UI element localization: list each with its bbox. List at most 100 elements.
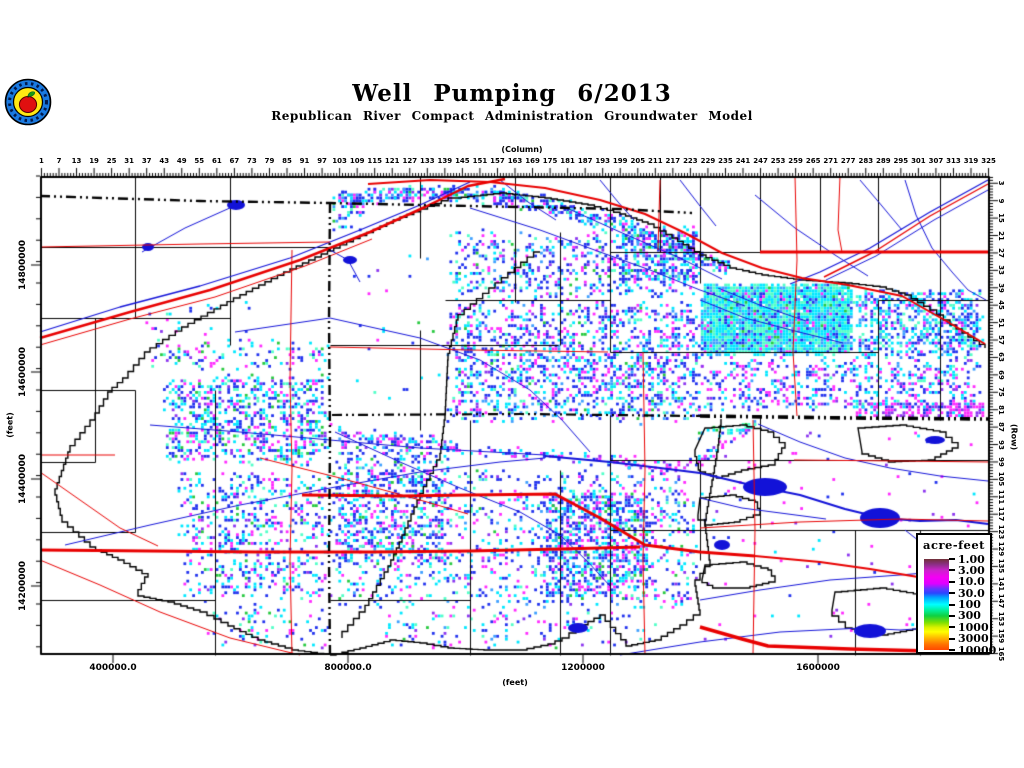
column-tick-label: 13 [71,157,82,165]
row-tick-label: 57 [997,335,1005,345]
column-tick-label: 307 [928,157,944,165]
row-tick-label: 153 [997,611,1005,627]
column-tick-label: 55 [194,157,205,165]
column-tick-label: 163 [507,157,523,165]
row-tick-label: 15 [997,213,1005,223]
legend-tick-mark [949,592,955,595]
row-tick-label: 165 [997,646,1005,661]
column-tick-label: 79 [264,157,275,165]
acre-feet-legend: acre-feet 1.00 3.00 10.0 30.0 100 300 1000 3000… [916,533,996,656]
y-tick-label: 14400000 [18,453,28,505]
column-tick-label: 139 [437,157,453,165]
legend-tick-mark [949,649,955,651]
y-tick-label: 14200000 [18,560,28,612]
row-tick-label: 111 [997,489,1005,505]
row-tick-label: 87 [997,422,1005,432]
row-tick-label: 99 [997,457,1005,467]
legend-title: acre-feet [923,538,985,552]
column-tick-label: 205 [630,157,646,165]
column-tick-label: 115 [367,157,382,165]
x-tick-label: 1200000 [561,663,605,673]
row-tick-label: 93 [997,439,1005,450]
page-title: Well Pumping 6/2013 [352,80,672,107]
agency-seal-logo [4,78,52,126]
column-tick-label: 43 [159,157,170,165]
legend-tick-mark [949,569,955,572]
row-tick-label: 9 [997,198,1005,204]
column-tick-label: 175 [542,157,558,165]
row-tick-label: 117 [997,506,1005,522]
row-tick-label: 45 [997,300,1005,311]
row-tick-label: 3 [997,180,1005,186]
column-tick-label: 301 [911,157,926,165]
column-tick-label: 109 [349,157,365,165]
column-tick-label: 19 [89,157,99,165]
y-tick-label: 14800000 [18,239,28,291]
column-tick-label: 1 [39,157,44,165]
title-block: Well Pumping 6/2013 Republican River Com… [0,80,1024,123]
column-tick-label: 223 [683,157,698,165]
x-axis-caption: (feet) [502,678,528,687]
column-tick-label: 151 [472,157,488,165]
legend-tick-mark [949,637,955,640]
row-tick-label: 81 [997,404,1005,415]
legend-entry-label: 100 [958,598,981,611]
column-tick-label: 103 [332,157,347,165]
column-tick-label: 145 [455,157,470,165]
column-tick-label: 217 [665,157,681,165]
column-tick-label: 49 [176,157,187,165]
column-tick-label: 97 [317,157,327,165]
column-tick-label: 193 [595,157,610,165]
row-tick-label: 63 [997,352,1005,363]
column-tick-label: 211 [647,157,663,165]
column-axis-caption: (Column) [501,145,543,154]
column-tick-label: 169 [525,157,540,165]
legend-entry-label: 10000 [958,643,997,657]
x-tick-label: 800000.0 [324,663,372,673]
row-tick-label: 159 [997,628,1005,644]
y-tick-label: 14600000 [18,346,28,398]
x-tick-label: 400000.0 [89,663,137,673]
legend-entry-label: 10.0 [958,575,985,589]
column-tick-label: 187 [577,157,593,165]
column-tick-label: 25 [106,157,117,165]
column-tick-label: 259 [788,157,803,165]
row-tick-label: 147 [997,593,1005,609]
row-tick-label: 135 [997,559,1005,574]
row-tick-label: 39 [997,282,1005,293]
column-tick-label: 241 [735,157,751,165]
legend-tick-mark [949,626,955,629]
column-tick-label: 319 [963,157,979,165]
legend-entry-label: 1.00 [958,552,985,566]
legend-color-bar [924,559,949,650]
column-tick-label: 85 [282,157,292,165]
row-tick-label: 75 [997,387,1005,398]
column-tick-label: 37 [141,157,152,165]
column-tick-label: 253 [770,157,786,165]
legend-entry-label: 300 [958,609,981,623]
legend-entry-label: 3.00 [958,563,985,577]
column-tick-label: 133 [419,157,435,165]
row-tick-label: 21 [997,230,1005,241]
legend-entry-label: 3000 [958,632,989,646]
apple-seal-icon [4,78,52,126]
column-tick-label: 265 [805,157,821,165]
row-tick-label: 51 [997,317,1005,328]
legend-tick-mark [949,614,955,617]
column-tick-label: 127 [402,157,418,165]
column-tick-label: 121 [384,157,400,165]
row-tick-label: 123 [997,524,1005,539]
column-tick-label: 31 [124,157,135,165]
legend-entry-label: 1000 [958,620,989,634]
row-tick-label: 27 [997,248,1005,258]
column-tick-label: 283 [858,157,874,165]
column-tick-label: 199 [612,157,628,165]
legend-entry-label: 30.0 [958,586,985,600]
column-tick-label: 67 [229,157,240,165]
column-tick-label: 247 [753,157,768,165]
row-tick-label: 129 [997,541,1005,557]
y-axis-caption: (feet) [5,412,15,438]
column-tick-label: 157 [490,157,505,165]
